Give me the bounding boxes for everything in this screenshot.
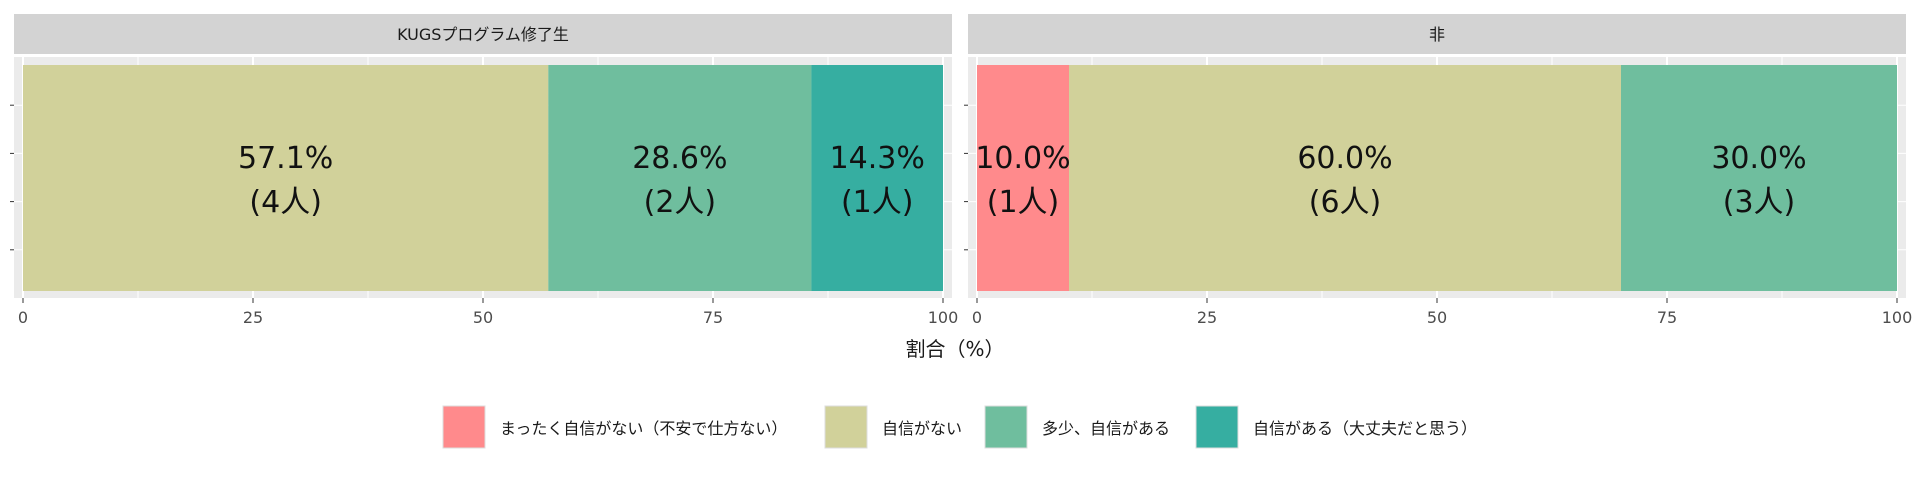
data-label-percent: 14.3%	[830, 141, 925, 176]
data-label-percent: 30.0%	[1711, 141, 1806, 176]
data-label-count: (2人)	[644, 185, 717, 220]
bar-segment	[977, 65, 1069, 291]
x-tick-label: 0	[18, 308, 28, 327]
bar-segment	[1621, 65, 1897, 291]
legend-key	[1195, 405, 1239, 449]
legend: まったく自信がない（不安で仕方ない） 自信がない 多少、自信がある 自信がある（大丈夫…	[442, 405, 1477, 449]
x-tick-label: 50	[473, 308, 493, 327]
legend-label: まったく自信がない（不安で仕方ない）	[500, 419, 787, 438]
data-label-percent: 60.0%	[1297, 141, 1392, 176]
data-label-count: (4人)	[249, 185, 322, 220]
data-label-percent: 28.6%	[632, 141, 727, 176]
legend-key	[442, 405, 486, 449]
legend-item: 多少、自信がある	[984, 405, 1170, 449]
data-label-count: (1人)	[987, 185, 1060, 220]
data-label-percent: 57.1%	[238, 141, 333, 176]
facet-panel: KUGSプログラム修了生 57.1% (4人) 28.6% (2人) 14.3% (1人) 0…	[10, 14, 958, 327]
legend-label: 自信がある（大丈夫だと思う）	[1253, 419, 1477, 438]
legend-item: まったく自信がない（不安で仕方ない）	[442, 405, 787, 449]
bar-segment	[811, 65, 943, 291]
legend-item: 自信がない	[824, 405, 962, 449]
bar-segment	[23, 65, 549, 291]
legend-label: 多少、自信がある	[1042, 419, 1170, 438]
x-axis-title: 割合（%）	[905, 337, 1004, 361]
data-label-count: (6人)	[1309, 185, 1382, 220]
facet-panels: KUGSプログラム修了生 57.1% (4人) 28.6% (2人) 14.3% (1人) 0…	[10, 14, 1912, 327]
bar-segment	[1069, 65, 1621, 291]
legend-label: 自信がない	[882, 419, 962, 438]
facet-title: KUGSプログラム修了生	[397, 25, 569, 44]
data-label-percent: 10.0%	[975, 141, 1070, 176]
x-tick-label: 75	[1657, 308, 1677, 327]
bar-segment	[548, 65, 812, 291]
data-label-count: (3人)	[1723, 185, 1796, 220]
x-tick-label: 75	[703, 308, 723, 327]
facet-strip	[14, 14, 952, 54]
facet-strip	[968, 14, 1906, 54]
x-tick-label: 50	[1427, 308, 1447, 327]
x-tick-label: 0	[972, 308, 982, 327]
facet-panel: 非 10.0% (1人) 60.0% (6人) 30.0% (3人) 0 25 50 75 100	[964, 14, 1912, 327]
legend-key	[984, 405, 1028, 449]
legend-item: 自信がある（大丈夫だと思う）	[1195, 405, 1477, 449]
x-tick-label: 25	[1197, 308, 1217, 327]
x-tick-label: 25	[243, 308, 263, 327]
facet-title: 非	[1429, 25, 1445, 44]
legend-key	[824, 405, 868, 449]
x-tick-label: 100	[1882, 308, 1913, 327]
x-tick-label: 100	[928, 308, 959, 327]
data-label-count: (1人)	[841, 185, 914, 220]
